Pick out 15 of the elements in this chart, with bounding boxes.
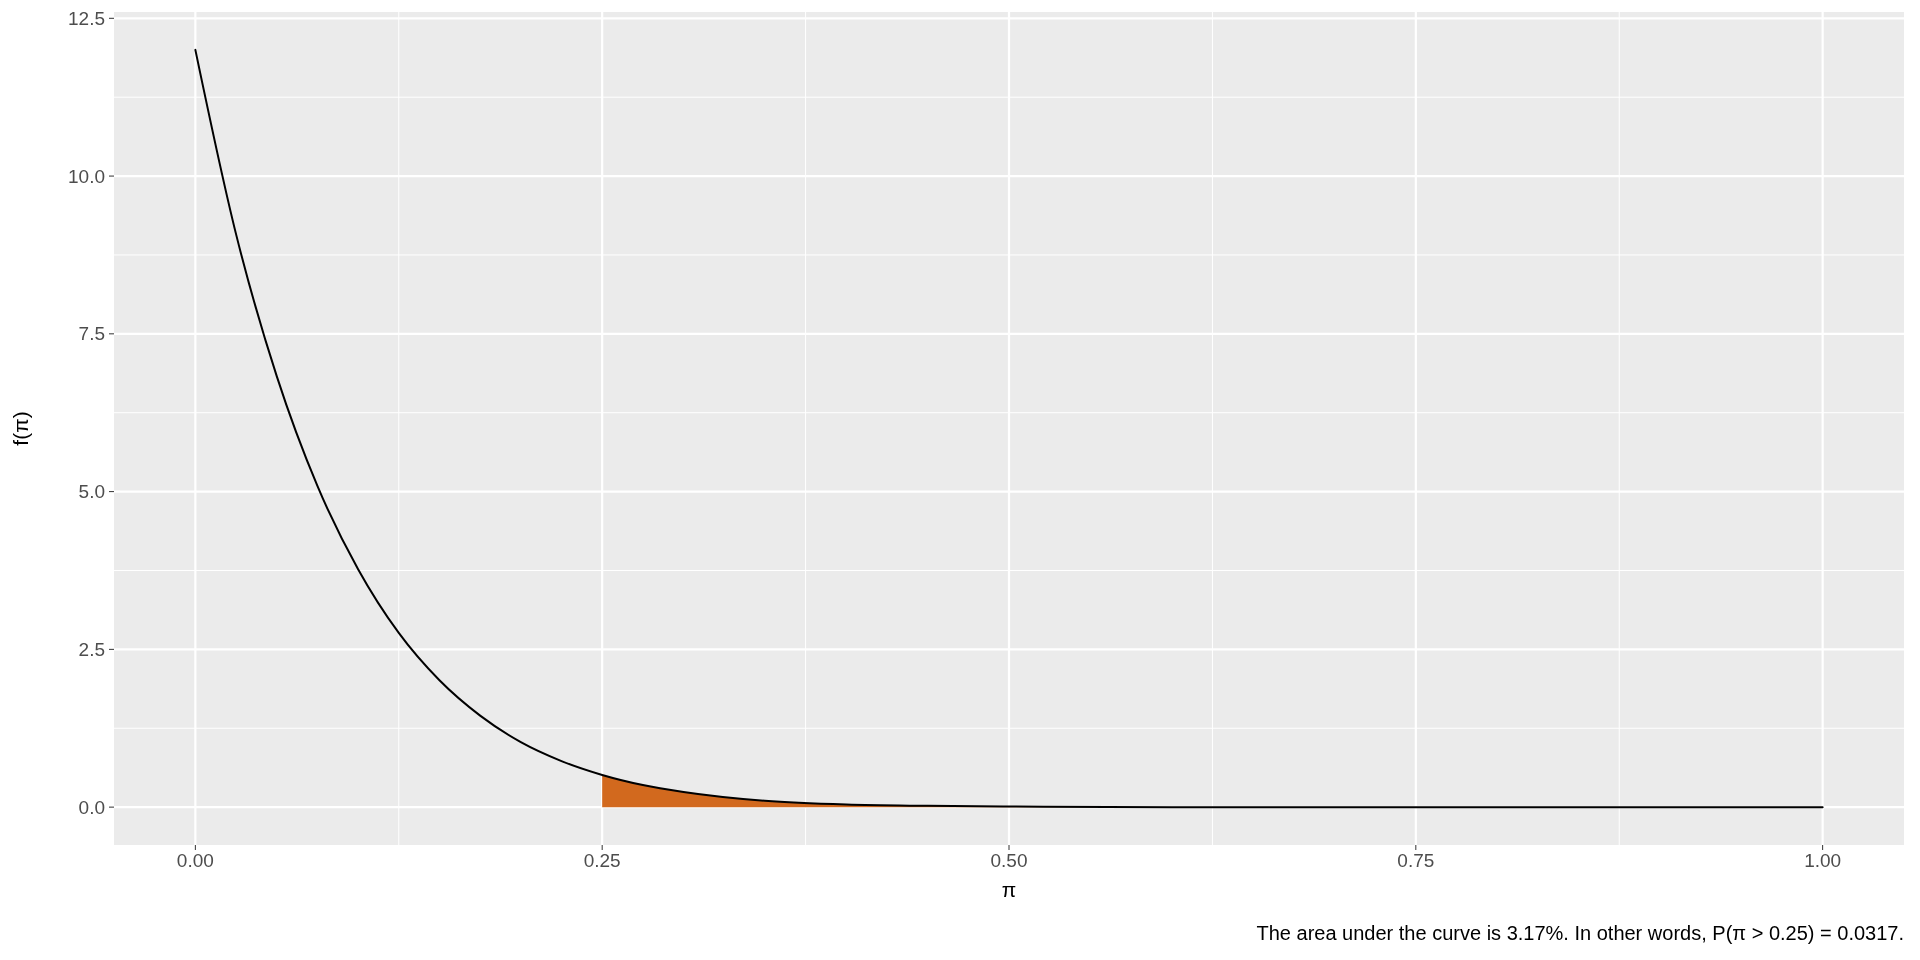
text: The area under the curve is 3.17%. In other words, P(π > 0.25) = 0.0317. [1256, 922, 1904, 944]
y-tick-label: 5.0 [78, 481, 105, 503]
y-tick-label: 10.0 [68, 165, 105, 187]
x-tick-label: 0.25 [583, 850, 621, 871]
y-tick-label: 12.5 [68, 7, 105, 29]
line-series [194, 48, 1824, 809]
y-tick-label: 7.5 [78, 323, 105, 345]
x-tick-label: 1.00 [1804, 850, 1842, 871]
x-axis-title: π [1001, 878, 1017, 901]
y-tick-label: 0.0 [78, 796, 105, 818]
x-tick-label: 0.50 [990, 850, 1028, 871]
y-tick-label: 2.5 [78, 639, 105, 661]
x-tick-label: 0.00 [176, 850, 214, 871]
y-axis-title: f(π) [9, 411, 32, 446]
x-tick-label: 0.75 [1397, 850, 1435, 871]
